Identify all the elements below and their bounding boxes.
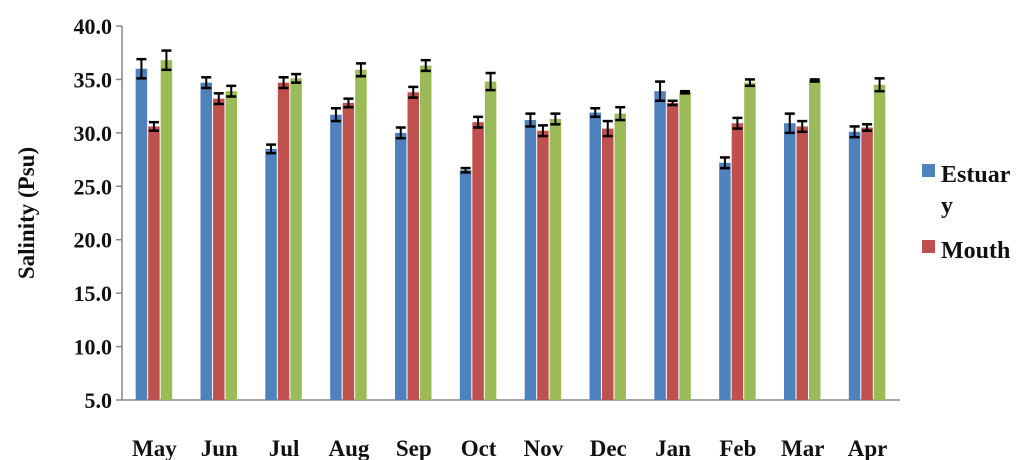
bar-mouth-mar [796,126,808,401]
bar-mouth-dec [602,128,614,400]
bar-estuary-may [135,68,148,400]
y-tick-label: 20.0 [74,228,113,253]
x-tick-label: Jul [269,436,300,460]
bar-series3-mar [809,80,821,401]
bar-mouth-jun [213,98,225,401]
y-tick-label: 35.0 [74,67,113,92]
x-tick-label: May [132,436,177,460]
bar-mouth-jan [666,102,679,401]
bar-estuary-feb [719,162,731,400]
bar-estuary-aug [330,114,342,400]
y-tick-label: 30.0 [74,121,113,146]
legend-swatch [922,240,935,253]
bar-series3-feb [744,82,756,401]
bar-mouth-sep [407,92,419,400]
bar-estuary-nov [524,120,537,400]
y-tick-label: 5.0 [85,388,113,413]
bar-mouth-may [148,126,160,401]
x-tick-label: Aug [328,436,369,460]
bar-series3-may [160,60,173,401]
x-tick-label: Apr [848,436,888,460]
bar-mouth-nov [537,130,549,400]
bar-estuary-jan [654,91,666,400]
y-axis-label: Salinity (Psu) [14,147,39,279]
bar-estuary-oct [459,170,472,400]
bar-estuary-sep [395,132,407,400]
bar-mouth-aug [342,102,355,401]
bar-series3-jul [290,78,302,401]
bar-series3-dec [614,113,626,400]
bar-series3-oct [484,81,497,401]
bar-mouth-jul [277,82,290,401]
bar-mouth-feb [731,123,744,401]
bar-mouth-apr [861,127,873,400]
bar-mouth-oct [472,122,484,401]
plot-area: 5.0 10.0 15.0 20.0 25.0 30.0 35.0 40.0 May Jun Jul… [74,14,900,460]
bar-estuary-mar [784,123,796,401]
x-tick-label: Jan [655,436,691,460]
x-tick-label: Jun [201,436,238,460]
bar-series3-apr [873,84,886,401]
y-tick-label: 40.0 [74,14,113,39]
bar-series3-sep [420,65,432,400]
x-tick-label: Mar [781,436,824,460]
bar-series3-nov [549,118,562,401]
x-tick-label: Nov [524,436,564,460]
legend-label: Mouth [941,238,1010,264]
bar-estuary-jun [200,82,212,401]
legend-swatch [922,164,935,177]
x-tick-label: Feb [719,436,756,460]
x-tick-label: Sep [396,436,432,460]
x-tick-label: Oct [461,436,497,460]
bar-series3-aug [355,69,367,400]
legend-label: y [941,193,953,219]
y-tick-label: 25.0 [74,174,113,199]
legend-label: Estuar [941,162,1011,188]
bar-estuary-dec [589,112,601,400]
bar-series3-jan [679,92,691,400]
bar-series3-jun [225,91,237,400]
y-tick-label: 15.0 [74,281,113,306]
y-tick-label: 10.0 [74,335,113,360]
legend: Estuar y Mouth [922,162,1011,264]
bar-estuary-jul [265,148,277,400]
x-tick-label: Dec [590,436,627,460]
bar-estuary-apr [848,131,861,400]
